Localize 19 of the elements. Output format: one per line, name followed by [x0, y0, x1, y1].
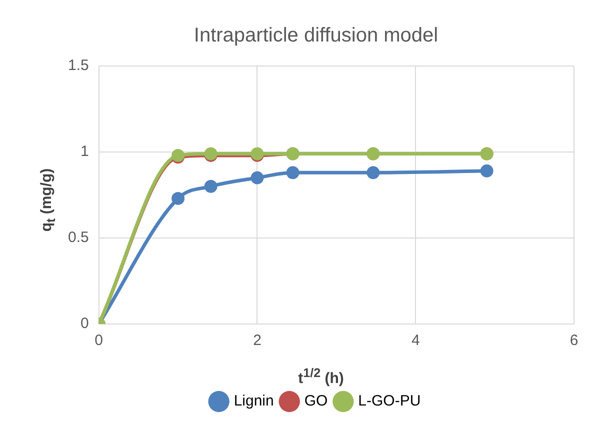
legend-label: L-GO-PU [358, 392, 421, 410]
x-tick-label: 4 [411, 332, 420, 350]
y-tick-label: 1.5 [68, 57, 89, 74]
legend-label: GO [304, 392, 328, 410]
x-tick-label: 0 [94, 332, 104, 350]
x-axis-title: t$^{1/2}$ (h) [297, 366, 345, 387]
point [204, 180, 218, 193]
x-tick-label: 6 [570, 332, 578, 350]
point [172, 192, 185, 205]
point [250, 171, 264, 184]
point [366, 166, 380, 180]
y-tick-label: 1 [80, 143, 89, 160]
chart-title: Intraparticle diffusion model [194, 24, 438, 47]
y-tick-label: 0 [80, 315, 89, 332]
y-tick-label: 0.5 [68, 229, 89, 246]
legend-label: Lignin [234, 392, 274, 410]
x-tick-label: 2 [253, 332, 262, 350]
point [480, 164, 494, 178]
point [286, 166, 300, 180]
